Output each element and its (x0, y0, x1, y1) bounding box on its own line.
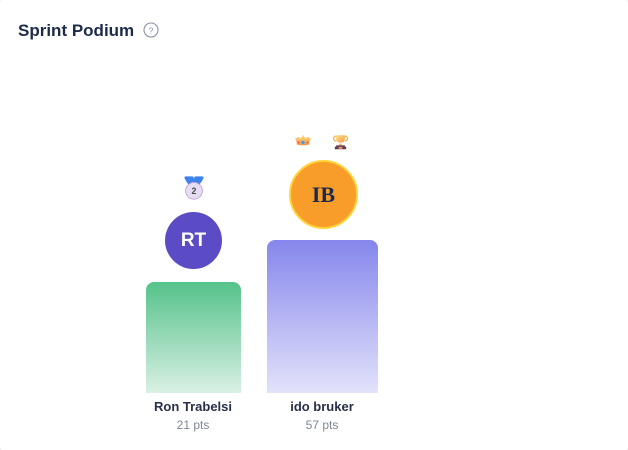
svg-text:2: 2 (192, 186, 197, 196)
svg-text:?: ? (149, 26, 154, 36)
